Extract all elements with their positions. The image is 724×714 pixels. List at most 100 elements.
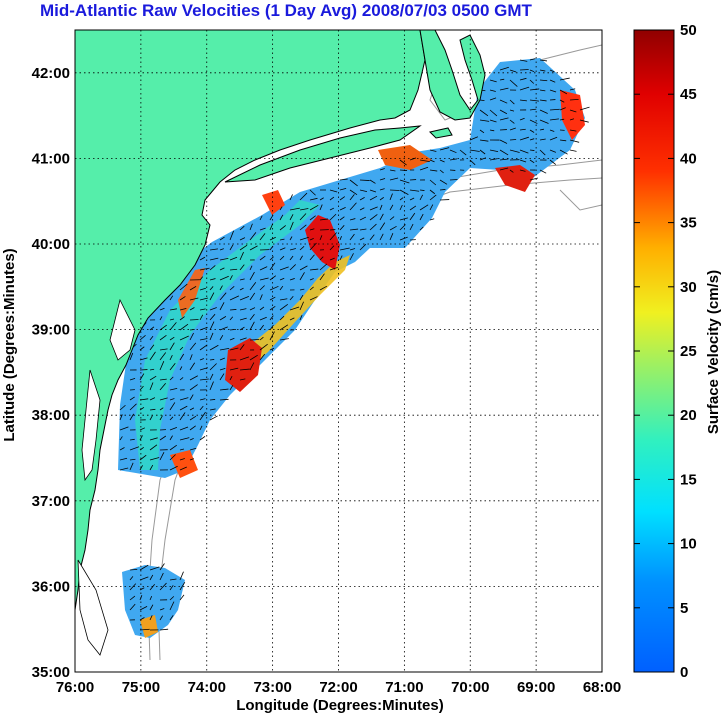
velocity-vector — [389, 216, 395, 221]
velocity-vector — [149, 397, 156, 401]
colorbar-tick-label: 10 — [680, 536, 697, 553]
velocity-vector — [349, 189, 358, 196]
y-tick-label: 36:00 — [32, 578, 70, 595]
velocity-vector — [359, 179, 370, 181]
velocity-vector — [149, 595, 153, 601]
velocity-vector — [129, 595, 136, 601]
velocity-vector — [479, 139, 489, 142]
velocity-vector — [389, 169, 396, 172]
velocity-vector — [239, 244, 248, 251]
velocity-vector — [129, 413, 135, 421]
colorbar-tick-label: 35 — [680, 215, 697, 232]
velocity-vector — [579, 119, 589, 123]
velocity-vector — [249, 271, 255, 281]
velocity-vector — [219, 367, 226, 371]
velocity-vector — [189, 394, 194, 401]
velocity-vector — [159, 316, 163, 321]
velocity-vector — [489, 97, 497, 101]
velocity-vector — [309, 286, 314, 291]
land-delmarva — [109, 298, 136, 361]
velocity-vector — [529, 129, 535, 133]
y-tick-labels: 42:00 41:00 40:00 39:00 38:00 37:00 36:00 35:00 — [32, 65, 70, 681]
velocity-vector — [159, 324, 167, 331]
velocity-vector — [559, 118, 565, 121]
velocity-vector — [569, 139, 580, 143]
velocity-vector — [349, 202, 357, 211]
velocity-vector — [539, 79, 548, 82]
velocity-vector — [289, 248, 296, 251]
velocity-vector — [189, 375, 198, 381]
velocity-vector — [519, 169, 526, 172]
velocity-vector — [509, 169, 514, 173]
velocity-vector — [349, 248, 356, 251]
velocity-vector — [249, 314, 255, 321]
velocity-hotspot-9 — [178, 268, 205, 318]
velocity-vector — [279, 303, 289, 311]
velocity-vector — [219, 398, 229, 401]
velocity-vector — [249, 265, 253, 271]
velocity-vector — [229, 385, 234, 391]
velocity-vector — [429, 189, 436, 195]
velocity-vector — [189, 438, 194, 441]
velocity-vector — [219, 335, 224, 341]
velocity-vector — [419, 213, 424, 221]
velocity-vector — [179, 437, 190, 441]
velocity-vector — [139, 346, 145, 351]
velocity-vector — [229, 268, 238, 271]
velocity-vector — [169, 308, 177, 311]
velocity-vector — [179, 377, 184, 381]
velocity-vector — [309, 189, 316, 196]
velocity-vector — [139, 373, 145, 381]
velocity-vector — [169, 342, 175, 351]
velocity-vector — [329, 213, 337, 221]
y-tick-label: 42:00 — [32, 65, 70, 82]
velocity-vector — [139, 587, 145, 591]
velocity-vector — [179, 581, 186, 591]
velocity-vector — [239, 278, 245, 281]
velocity-vector — [419, 226, 424, 231]
x-tick-label: 69:00 — [517, 679, 555, 696]
velocity-vector — [529, 138, 535, 141]
velocity-vector — [199, 411, 206, 421]
colorbar-tick-label: 40 — [680, 150, 697, 167]
y-axis-label: Latitude (Degrees:Minutes) — [1, 248, 18, 441]
velocity-vector — [229, 285, 235, 291]
velocity-vector — [369, 206, 378, 211]
velocity-vector — [319, 256, 324, 261]
velocity-vector — [549, 89, 557, 93]
velocity-vector — [519, 149, 529, 154]
x-tick-label: 76:00 — [56, 679, 94, 696]
land-pamlico — [77, 559, 109, 656]
velocity-vector — [529, 99, 540, 102]
velocity-vector — [189, 425, 196, 431]
velocity-vector — [419, 204, 429, 211]
velocity-vector — [569, 88, 576, 91]
velocity-vector — [259, 336, 264, 341]
velocity-vector — [129, 458, 136, 461]
velocity-vector — [509, 69, 517, 73]
velocity-vector — [269, 256, 274, 261]
velocity-vector — [209, 248, 218, 251]
velocity-vector — [279, 206, 283, 211]
velocity-vector — [169, 318, 175, 321]
velocity-vector — [239, 317, 247, 321]
velocity-vector — [209, 415, 218, 421]
velocity-vector — [499, 99, 508, 104]
velocity-vector — [179, 466, 187, 471]
velocity-vector — [339, 216, 345, 221]
velocity-vector — [299, 236, 309, 241]
velocity-vector — [429, 218, 435, 221]
velocity-vector — [509, 99, 515, 105]
velocity-vector — [299, 246, 305, 251]
velocity-vector — [369, 234, 375, 241]
velocity-vector — [319, 235, 323, 241]
velocity-vector — [209, 286, 214, 291]
velocity-vector — [139, 335, 146, 341]
land-chesapeake — [81, 369, 101, 482]
velocity-vector — [309, 197, 318, 201]
velocity-vector — [219, 236, 225, 241]
velocity-vector — [209, 359, 215, 361]
velocity-vector — [259, 306, 265, 311]
velocity-vector — [549, 149, 557, 153]
velocity-vector — [169, 601, 175, 611]
